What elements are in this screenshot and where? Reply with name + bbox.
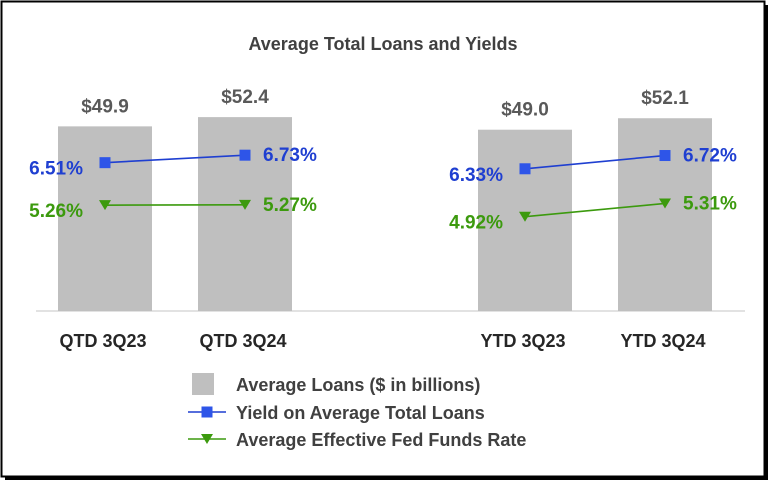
bar-value-label: $52.1 [641, 88, 689, 109]
yield-marker [659, 150, 671, 162]
legend-entry-label: Yield on Average Total Loans [236, 403, 485, 423]
legend-swatch-bar [192, 373, 214, 395]
yield-point-label: 6.73% [263, 145, 317, 166]
yield-line-segment [104, 154, 246, 164]
yield-line-segment [524, 154, 666, 170]
fed-funds-point-label: 4.92% [449, 213, 503, 234]
bar-qtd-3q23 [58, 126, 152, 312]
x-tick-label: YTD 3Q24 [620, 331, 705, 351]
chart-frame-shadow-right [765, 5, 768, 480]
yield-marker [519, 163, 531, 175]
fed-funds-point-label: 5.31% [683, 193, 737, 214]
fed-funds-marker [659, 198, 671, 209]
yield-point-label: 6.51% [29, 159, 83, 180]
fed-funds-marker [99, 200, 111, 211]
fed-funds-point-label: 5.26% [29, 201, 83, 222]
chart-title: Average Total Loans and Yields [248, 34, 517, 54]
legend-swatch-fed-marker [201, 434, 213, 444]
bar-value-label: $49.9 [81, 96, 129, 117]
yield-point-label: 6.33% [449, 165, 503, 186]
x-tick-label: QTD 3Q23 [59, 331, 146, 351]
fed-funds-marker [239, 199, 251, 210]
legend-entry-label: Average Effective Fed Funds Rate [236, 430, 526, 450]
x-tick-label: YTD 3Q23 [480, 331, 565, 351]
bar-value-label: $49.0 [501, 100, 549, 121]
fed-funds-marker [519, 211, 531, 222]
yield-point-label: 6.72% [683, 146, 737, 167]
bar-qtd-3q24 [198, 117, 292, 312]
bar-value-label: $52.4 [221, 87, 269, 108]
chart-frame-shadow-bottom [5, 477, 768, 480]
fed-funds-line-segment [524, 202, 666, 218]
fed-funds-point-label: 5.27% [263, 195, 317, 216]
x-tick-label: QTD 3Q24 [199, 331, 286, 351]
legend-entry-label: Average Loans ($ in billions) [236, 375, 480, 395]
legend-swatch-yield-marker [201, 406, 213, 418]
yield-marker [239, 149, 251, 161]
yield-marker [99, 157, 111, 169]
